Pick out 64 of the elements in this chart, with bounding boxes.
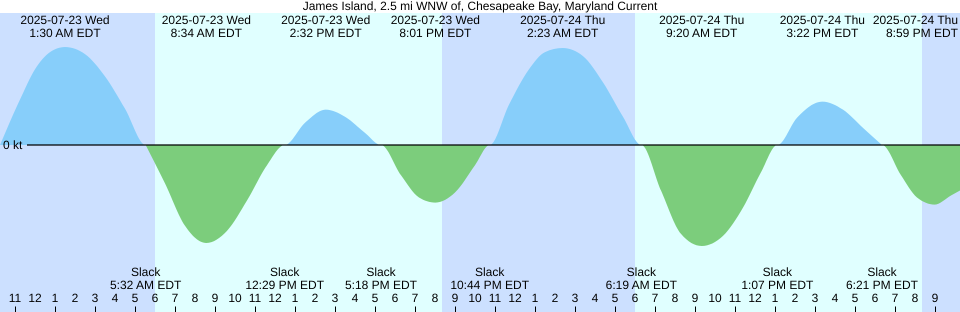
- x-tick-label: 1: [52, 291, 59, 305]
- x-tick-label: 9: [932, 291, 939, 305]
- x-tick-label: 8: [192, 291, 199, 305]
- x-tick-label: 5: [372, 291, 379, 305]
- x-tick-label: 11: [248, 291, 262, 305]
- x-tick-label: 9: [452, 291, 459, 305]
- x-tick-label: 6: [632, 291, 639, 305]
- x-tick-label: 10: [468, 291, 482, 305]
- x-tick-label: 7: [412, 291, 419, 305]
- x-tick-label: 1: [292, 291, 299, 305]
- x-tick-label: 11: [488, 291, 502, 305]
- text: Slack 5:18 PM EDT: [344, 265, 418, 292]
- text: Slack 12:29 PM EDT: [245, 265, 325, 292]
- x-tick-label: 11: [8, 291, 22, 305]
- x-tick-label: 6: [392, 291, 399, 305]
- x-tick-label: 6: [872, 291, 879, 305]
- text: 2025-07-24 Thu 8:59 PM EDT: [872, 13, 959, 40]
- x-tick-label: 8: [432, 291, 439, 305]
- text: 2025-07-24 Thu 9:20 AM EDT: [659, 13, 744, 40]
- text: Slack 6:21 PM EDT: [846, 265, 919, 292]
- text: 2025-07-23 Wed 1:30 AM EDT: [20, 13, 110, 40]
- x-tick-label: 5: [852, 291, 859, 305]
- text: 2025-07-24 Thu 2:23 AM EDT: [520, 13, 606, 40]
- x-tick-label: 3: [572, 291, 579, 305]
- x-tick-label: 3: [332, 291, 339, 305]
- x-tick-label: 8: [672, 291, 679, 305]
- x-tick-label: 3: [812, 291, 819, 305]
- x-tick-label: 5: [612, 291, 619, 305]
- x-tick-label: 4: [352, 291, 359, 305]
- x-tick-label: 7: [172, 291, 179, 305]
- x-tick-label: 9: [212, 291, 219, 305]
- x-tick-label: 2: [552, 291, 559, 305]
- x-tick-label: 12: [28, 291, 42, 305]
- text: 2025-07-24 Thu 3:22 PM EDT: [780, 13, 865, 40]
- text: Slack 6:19 AM EDT: [606, 265, 678, 292]
- x-tick-label: 7: [892, 291, 899, 305]
- x-tick-label: 11: [728, 291, 742, 305]
- x-tick-label: 10: [708, 291, 722, 305]
- x-tick-label: 2: [792, 291, 799, 305]
- x-tick-label: 9: [692, 291, 699, 305]
- text: Slack 10:44 PM EDT: [450, 265, 530, 292]
- x-tick-label: 8: [912, 291, 919, 305]
- x-tick-label: 1: [772, 291, 779, 305]
- text: 2025-07-23 Wed 8:34 AM EDT: [162, 13, 251, 40]
- x-tick-label: 4: [112, 291, 119, 305]
- x-tick-label: 4: [592, 291, 599, 305]
- x-tick-label: 3: [92, 291, 99, 305]
- text: Slack 1:07 PM EDT: [741, 265, 814, 292]
- x-tick-label: 12: [268, 291, 282, 305]
- x-tick-label: 7: [652, 291, 659, 305]
- x-tick-label: 2: [72, 291, 79, 305]
- text: 2025-07-23 Wed 8:01 PM EDT: [390, 13, 480, 40]
- x-tick-label: 6: [152, 291, 159, 305]
- x-tick-label: 5: [132, 291, 139, 305]
- x-tick-label: 1: [532, 291, 539, 305]
- text: Slack 5:32 AM EDT: [110, 265, 182, 292]
- chart-title: James Island, 2.5 mi WNW of, Chesapeake Bay, Maryland Current: [302, 0, 658, 13]
- x-tick-label: 2: [312, 291, 319, 305]
- x-tick-label: 12: [508, 291, 522, 305]
- text: 2025-07-23 Wed 2:32 PM EDT: [281, 13, 370, 40]
- x-tick-label: 10: [228, 291, 242, 305]
- ref-line-label: 0 kt: [3, 138, 24, 152]
- x-tick-label: 12: [748, 291, 762, 305]
- x-tick-label: 4: [832, 291, 839, 305]
